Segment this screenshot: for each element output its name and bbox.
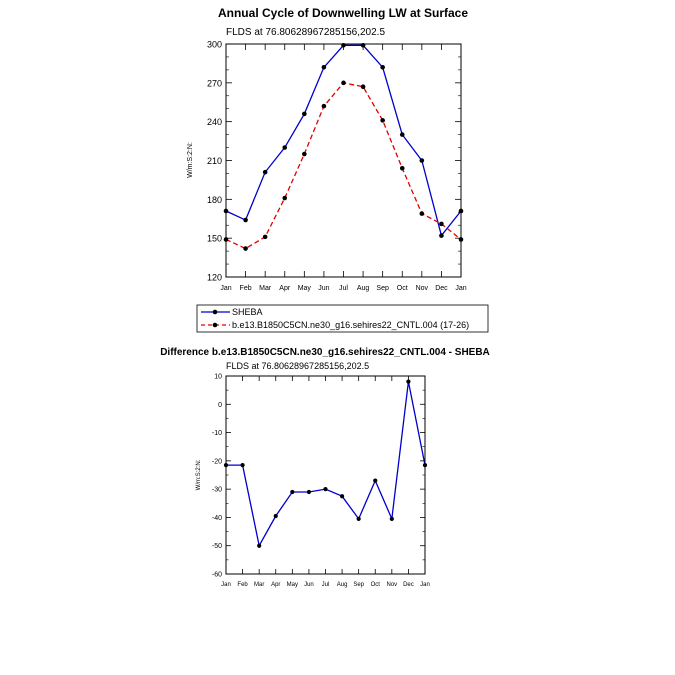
legend-marker-sheba (212, 309, 218, 315)
x-tick-label: Jun (304, 582, 314, 588)
data-point (380, 65, 385, 70)
legend: SHEBA b.e13.B1850C5CN.ne30_g16.sehires22… (196, 304, 489, 333)
x-tick-label: Dec (435, 285, 448, 292)
x-tick-label: Feb (240, 285, 252, 292)
x-tick-label: Mar (254, 582, 264, 588)
y-tick-label: 300 (207, 40, 222, 50)
legend-box (196, 304, 489, 333)
x-tick-label: Nov (386, 582, 397, 588)
series-line (225, 44, 462, 237)
x-tick-label: Nov (416, 285, 429, 292)
chart-subtitle: FLDS at 76.80628967285156,202.5 (226, 361, 369, 371)
data-point (399, 165, 405, 171)
y-tick-label: 10 (214, 374, 222, 381)
data-point (356, 516, 361, 521)
data-point (406, 379, 411, 384)
series-line (226, 381, 426, 548)
y-axis-label: W/m:S:2:N: (187, 142, 194, 178)
y-axis-label: W/m:S:2:N: (196, 459, 202, 490)
y-tick-label: 0 (218, 402, 222, 409)
y-tick-label: 210 (207, 156, 222, 166)
data-point (273, 513, 278, 519)
plot-frame (225, 43, 462, 278)
data-point (240, 463, 245, 468)
y-tick-label: -30 (212, 487, 222, 494)
y-tick-label: 270 (207, 78, 222, 88)
x-tick-label: Dec (403, 582, 414, 588)
difference-chart: Difference b.e13.B1850C5CN.ne30_g16.sehi… (160, 347, 490, 588)
x-tick-label: Apr (279, 285, 291, 292)
y-tick-label: 180 (207, 195, 222, 205)
chart-subtitle: FLDS at 76.80628967285156,202.5 (226, 27, 385, 38)
y-tick-label: -40 (212, 515, 222, 522)
series-line (225, 82, 462, 250)
data-point (243, 217, 248, 223)
x-tick-label: Jun (318, 285, 329, 292)
annual-cycle-chart: Annual Cycle of Downwelling LW at Surfac… (187, 6, 489, 333)
plot-series (223, 379, 428, 548)
plot-frame (225, 375, 426, 575)
x-tick-label: Mar (259, 285, 272, 292)
x-tick-label: Feb (237, 582, 248, 588)
data-point (341, 80, 346, 86)
data-point (243, 246, 248, 251)
x-tick-label: Jul (322, 582, 330, 588)
chart-title: Difference b.e13.B1850C5CN.ne30_g16.sehi… (160, 347, 490, 358)
x-tick-label: Jan (455, 285, 466, 292)
x-tick-label: Jul (339, 285, 348, 292)
data-point (262, 234, 268, 240)
y-tick-label: -10 (212, 430, 222, 437)
legend-label-sheba: SHEBA (232, 307, 263, 317)
data-point (439, 221, 444, 227)
legend-label-model: b.e13.B1850C5CN.ne30_g16.sehires22_CNTL.… (232, 320, 469, 330)
data-point (282, 195, 288, 201)
data-point (321, 103, 327, 109)
data-point (389, 516, 394, 521)
x-tick-label: Apr (271, 582, 280, 588)
data-point (306, 489, 312, 495)
x-tick-label: Oct (397, 285, 408, 292)
data-point (302, 111, 307, 117)
data-point (321, 65, 327, 70)
x-tick-label: Jan (221, 582, 231, 588)
x-tick-label: Aug (337, 582, 348, 588)
axis-ticks: 120 150 180 210 240 270 300 Jan Feb Mar Apr May Jun J… (207, 40, 467, 293)
y-tick-label: 150 (207, 234, 222, 244)
x-tick-label: May (298, 285, 312, 292)
axis-ticks: -60 -50 -40 -30 -20 -10 0 10 Jan Feb Mar Apr May Jun J… (212, 374, 430, 589)
x-tick-label: Jan (220, 285, 231, 292)
chart-title: Annual Cycle of Downwelling LW at Surfac… (218, 6, 468, 20)
plot-series (223, 42, 464, 251)
data-point (380, 118, 385, 123)
data-point (290, 489, 295, 495)
data-point (419, 211, 425, 216)
y-tick-label: -20 (212, 458, 222, 465)
legend-marker-model (212, 322, 218, 328)
y-tick-label: -50 (212, 543, 222, 550)
x-tick-label: Sep (353, 582, 364, 588)
y-tick-label: 240 (207, 117, 222, 127)
y-tick-label: -60 (212, 572, 222, 579)
x-tick-label: Sep (376, 285, 389, 292)
data-point (360, 84, 366, 90)
data-point (373, 478, 378, 483)
data-point (257, 543, 262, 548)
data-point (282, 145, 288, 150)
data-point (302, 151, 307, 157)
x-tick-label: May (287, 582, 298, 588)
data-point (439, 233, 444, 238)
x-tick-label: Aug (357, 285, 370, 292)
data-point (262, 169, 268, 175)
data-point (323, 487, 328, 492)
x-tick-label: Jan (420, 582, 430, 588)
data-point (339, 494, 345, 499)
y-tick-label: 120 (207, 273, 222, 283)
data-point (399, 132, 405, 137)
data-point (419, 158, 425, 163)
x-tick-label: Oct (371, 582, 381, 588)
